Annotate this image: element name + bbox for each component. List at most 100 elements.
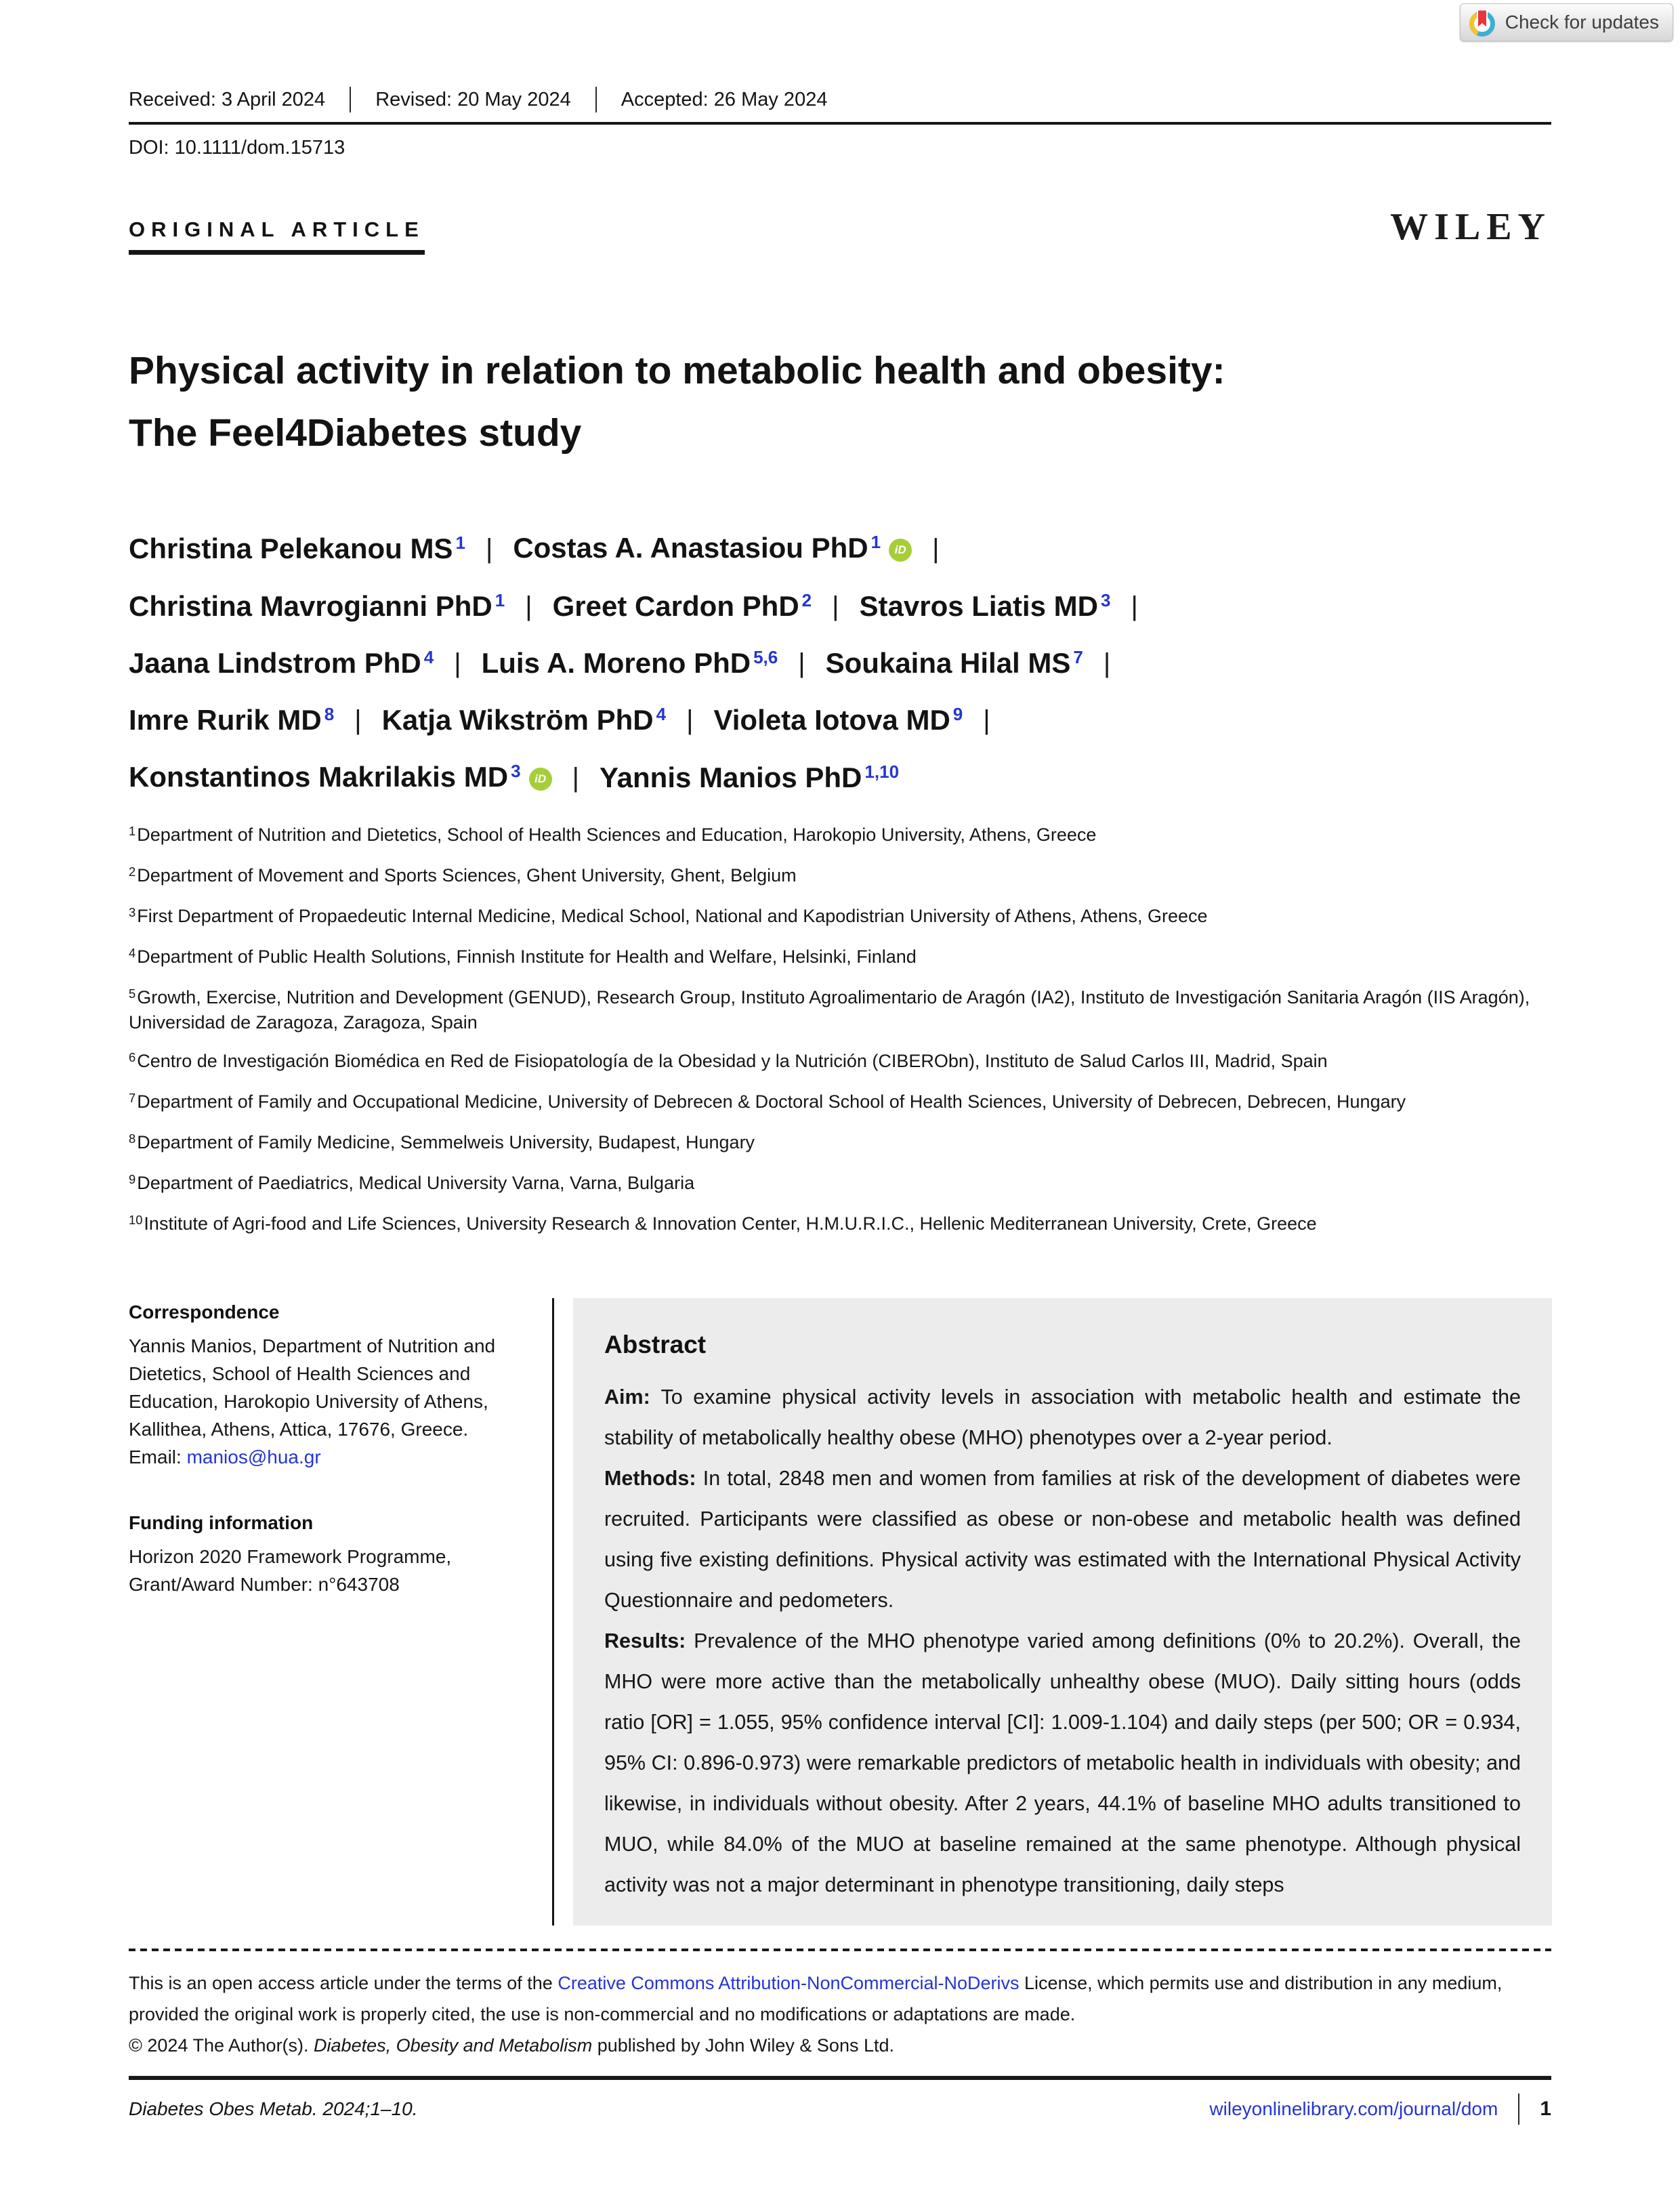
revised-date: Revised: 20 May 2024 <box>375 88 571 110</box>
author-line: Christina Pelekanou MS 1 | Costas A. Anasta… <box>129 532 1551 566</box>
affiliation-item: 2Department of Movement and Sports Scien… <box>129 864 797 886</box>
abstract-paragraph: Aim: To examine physical activity levels… <box>604 1386 1521 1449</box>
author-separator: | <box>485 533 493 564</box>
author-affiliation-superscript: 2 <box>801 589 812 610</box>
wiley-logo: WILEY <box>1390 206 1551 248</box>
author: Violeta Iotova MD 9 <box>713 703 963 736</box>
abstract-paragraph: Methods: In total, 2848 men and women fr… <box>604 1467 1521 1612</box>
column-divider <box>552 1298 554 1925</box>
doi: DOI: 10.1111/dom.15713 <box>129 137 345 159</box>
article-type-row: ORIGINAL ARTICLE WILEY <box>129 206 1551 272</box>
author-affiliation-superscript: 3 <box>511 760 521 781</box>
journal-name-italic: Diabetes, Obesity and Metabolism <box>314 2035 593 2056</box>
article-title-line-1: Physical activity in relation to metabol… <box>129 349 1225 392</box>
dashed-divider <box>129 1949 1551 1951</box>
orcid-icon[interactable]: iD <box>528 768 552 791</box>
affiliation-superscript: 6 <box>129 1049 136 1064</box>
author: Soukaina Hilal MS 7 <box>825 646 1083 679</box>
affiliation-superscript: 5 <box>129 986 136 1001</box>
author-line: Konstantinos Makrilakis MD 3 iD | Yannis Man… <box>129 761 1551 795</box>
affiliation-item: 1Department of Nutrition and Dietetics, … <box>129 823 1097 845</box>
check-for-updates-label: Check for updates <box>1505 12 1659 33</box>
accepted-date: Accepted: 26 May 2024 <box>621 88 828 110</box>
license-block: This is an open access article under the… <box>129 1967 1551 2061</box>
license-pre: This is an open access article under the… <box>129 1973 558 1993</box>
correspondence-abstract-section: Correspondence Yannis Manios, Department… <box>129 1298 1552 1925</box>
author: Costas A. Anastasiou PhD 1 iD <box>513 532 912 566</box>
author: Imre Rurik MD 8 <box>129 703 335 736</box>
affiliation-list: 1Department of Nutrition and Dietetics, … <box>129 823 1551 1237</box>
author-affiliation-superscript: 1 <box>455 532 465 553</box>
author-separator: | <box>572 762 579 793</box>
affiliation-item: 9Department of Paediatrics, Medical Univ… <box>129 1171 695 1193</box>
cc-license-link[interactable]: Creative Commons Attribution-NonCommerci… <box>558 1973 1020 1993</box>
author-list: Christina Pelekanou MS 1 | Costas A. Anasta… <box>129 532 1551 795</box>
affiliation-item: 3First Department of Propaedeutic Intern… <box>129 904 1208 926</box>
meta-divider <box>595 87 597 112</box>
funding-body: Horizon 2020 Framework Programme, Grant/… <box>129 1546 452 1595</box>
author: Katja Wikström PhD 4 <box>381 703 667 736</box>
footer-right: wileyonlinelibrary.com/journal/dom 1 <box>1209 2094 1551 2125</box>
author-affiliation-superscript: 7 <box>1073 646 1083 667</box>
author-affiliation-superscript: 9 <box>952 703 963 724</box>
author: Christina Mavrogianni PhD 1 <box>129 589 505 622</box>
author-separator: | <box>354 705 362 735</box>
footer-citation: Diabetes Obes Metab. 2024;1–10. <box>129 2098 418 2119</box>
footer: Diabetes Obes Metab. 2024;1–10. wileyonl… <box>129 2094 1551 2125</box>
author-affiliation-superscript: 8 <box>324 703 335 724</box>
abstract-heading: Abstract <box>604 1331 707 1358</box>
article-type-label: ORIGINAL ARTICLE <box>129 217 425 255</box>
affiliation-item: 7Department of Family and Occupational M… <box>129 1090 1406 1112</box>
author-separator: | <box>798 648 805 678</box>
orcid-icon[interactable]: iD <box>889 539 912 562</box>
license-post: License, which permits use and distribut… <box>129 1973 1503 2024</box>
author-line: Imre Rurik MD 8 | Katja Wikström PhD 4 | Viole… <box>129 704 1551 736</box>
article-title-line-2: The Feel4Diabetes study <box>129 411 582 455</box>
author: Greet Cardon PhD 2 <box>552 589 812 622</box>
journal-homepage-link[interactable]: wileyonlinelibrary.com/journal/dom <box>1209 2098 1498 2119</box>
author-affiliation-superscript: 1,10 <box>864 761 900 782</box>
affiliation-item: 4Department of Public Health Solutions, … <box>129 945 917 967</box>
author-separator: | <box>1131 591 1138 621</box>
author: Christina Pelekanou MS 1 <box>129 532 465 564</box>
author: Luis A. Moreno PhD 5,6 <box>481 646 778 679</box>
author-separator: | <box>525 591 532 621</box>
email-link[interactable]: manios@hua.gr <box>186 1446 321 1467</box>
abstract-section-label: Methods: <box>604 1467 703 1490</box>
page-number: 1 <box>1540 2098 1551 2120</box>
correspondence-email-line: Email: manios@hua.gr <box>129 1443 511 1471</box>
affiliation-superscript: 1 <box>129 823 136 838</box>
abstract-paragraph: Results: Prevalence of the MHO phenotype… <box>604 1629 1521 1896</box>
license-text: This is an open access article under the… <box>129 1967 1551 2030</box>
meta-divider <box>350 87 352 112</box>
affiliation-item: 6Centro de Investigación Biomédica en Re… <box>129 1049 1328 1071</box>
abstract-sections: Aim: To examine physical activity levels… <box>604 1377 1521 1905</box>
abstract-section-label: Results: <box>604 1629 694 1652</box>
affiliation-superscript: 9 <box>129 1171 136 1186</box>
funding-heading: Funding information <box>129 1512 314 1533</box>
author-separator: | <box>932 533 940 564</box>
copyright-line: © 2024 The Author(s). Diabetes, Obesity … <box>129 2030 1551 2061</box>
affiliation-item: 10Institute of Agri-food and Life Scienc… <box>129 1212 1317 1234</box>
author-line: Jaana Lindstrom PhD 4 | Luis A. Moreno PhD 5… <box>129 647 1551 680</box>
author-affiliation-superscript: 4 <box>656 703 667 724</box>
author-separator: | <box>832 591 839 621</box>
correspondence-body: Yannis Manios, Department of Nutrition a… <box>129 1335 496 1440</box>
abstract-box: Abstract Aim: To examine physical activi… <box>573 1298 1552 1925</box>
copyright-post: published by John Wiley & Sons Ltd. <box>592 2035 895 2056</box>
article-history-bar: Received: 3 April 2024 Revised: 20 May 2… <box>129 0 1551 125</box>
author-separator: | <box>983 705 990 735</box>
author: Yannis Manios PhD 1,10 <box>599 761 900 793</box>
author: Konstantinos Makrilakis MD 3 iD <box>129 761 552 795</box>
copyright-pre: © 2024 The Author(s). <box>129 2035 314 2056</box>
author-separator: | <box>1103 648 1111 678</box>
affiliation-item: 5Growth, Exercise, Nutrition and Develop… <box>129 986 1530 1033</box>
author-line: Christina Mavrogianni PhD 1 | Greet Cardon … <box>129 590 1551 623</box>
crossmark-icon <box>1469 9 1495 37</box>
author-affiliation-superscript: 4 <box>423 646 434 667</box>
correspondence-heading: Correspondence <box>129 1301 280 1322</box>
check-for-updates-button[interactable]: Check for updates <box>1459 3 1673 41</box>
article-title: Physical activity in relation to metabol… <box>129 339 1551 464</box>
author-affiliation-superscript: 5,6 <box>753 646 778 667</box>
affiliation-superscript: 7 <box>129 1090 136 1105</box>
